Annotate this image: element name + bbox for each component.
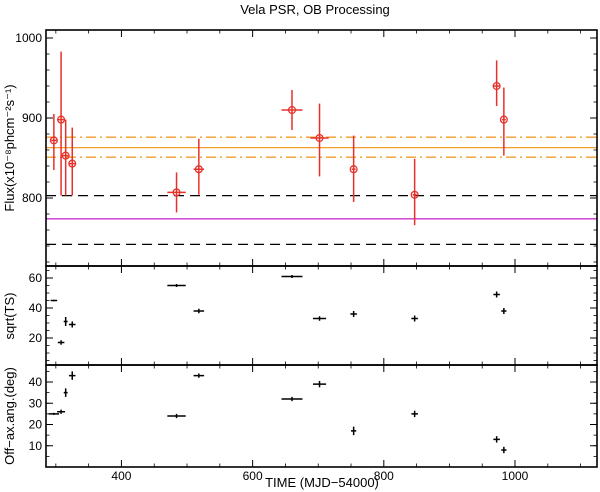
sqrt-ts-data-point: [57, 340, 65, 345]
sqrt-ts-y-tick-label: 40: [29, 301, 43, 315]
sqrt-ts-data-point: [68, 321, 76, 328]
sqrt-ts-panel: 20 40 60: [29, 265, 598, 366]
flux-data-point: [281, 90, 303, 130]
flux-data-point: [68, 127, 77, 196]
off-axis-angle-data-point: [57, 409, 66, 414]
flux-marker: [410, 190, 419, 199]
flux-data-point: [310, 103, 329, 177]
off-axis-angle-data-point: [281, 396, 303, 402]
flux-marker: [49, 136, 58, 145]
flux-data-point: [349, 135, 358, 202]
off-axis-angle-data-point: [493, 436, 500, 443]
off-axis-angle-data-point: [167, 413, 186, 419]
flux-data-point: [492, 60, 501, 106]
sqrt-ts-y-tick-label: 20: [29, 331, 43, 345]
sqrt-ts-data-point: [312, 316, 327, 321]
sqrt-ts-data-point: [501, 308, 507, 314]
flux-marker: [492, 81, 501, 91]
off-axis-angle-frame: [45, 364, 598, 468]
flux-data-point: [499, 87, 508, 156]
off-axis-angle-y-tick-label: 10: [29, 439, 43, 453]
x-tick-label: 400: [111, 469, 131, 483]
off-axis-angle-data-point: [193, 373, 205, 378]
flux-y-tick-label: 900: [22, 111, 42, 125]
sqrt-ts-data-point: [281, 275, 303, 278]
sqrt-ts-y-tick-label: 60: [29, 271, 43, 285]
off-axis-angle-data-point: [48, 412, 60, 415]
flux-panel: 800 900 1000: [15, 29, 598, 267]
x-tick-label: 600: [243, 469, 263, 483]
sqrt-ts-data-point: [193, 308, 205, 314]
flux-data-point: [193, 138, 205, 195]
off-axis-angle-data-point: [351, 426, 357, 436]
off-axis-angle-data-point: [501, 446, 507, 454]
chart-title: Vela PSR, OB Processing: [240, 2, 390, 17]
flux-y-tick-label: 1000: [15, 31, 42, 45]
flux-data-point: [57, 51, 66, 196]
off-axis-angle-y-tick-label: 30: [29, 396, 43, 410]
flux-marker: [172, 188, 181, 197]
x-tick-label: 1000: [502, 469, 529, 483]
flux-marker: [57, 115, 66, 124]
sqrt-ts-axis-label: sqrt(TS): [2, 293, 17, 340]
x-axis-label: TIME (MJD−54000): [265, 475, 379, 490]
sqrt-ts-data-point: [350, 311, 357, 317]
flux-axis-label: Flux(x10⁻⁸phcm⁻²s⁻¹): [2, 84, 17, 211]
flux-marker: [194, 165, 203, 174]
flux-marker: [499, 115, 508, 124]
flux-marker: [287, 105, 297, 115]
sqrt-ts-data-point: [493, 291, 500, 298]
off-axis-angle-data-point: [68, 371, 76, 380]
sqrt-ts-data-point: [411, 315, 418, 322]
off-axis-angle-panel: 10 20 30 40: [29, 364, 598, 468]
off-axis-angle-axis-label: Off−ax.ang.(deg): [2, 367, 17, 465]
flux-data-point: [410, 158, 419, 226]
flux-marker: [61, 151, 70, 160]
sqrt-ts-data-point: [63, 317, 68, 326]
off-axis-angle-data-point: [63, 388, 68, 397]
flux-marker: [68, 159, 77, 168]
sqrt-ts-frame: [45, 265, 598, 366]
off-axis-angle-data-point: [411, 410, 418, 418]
flux-marker: [315, 133, 324, 143]
flux-marker: [349, 165, 358, 174]
off-axis-angle-y-tick-label: 20: [29, 418, 43, 432]
off-axis-angle-y-tick-label: 40: [29, 375, 43, 389]
flux-data-point: [167, 172, 186, 213]
off-axis-angle-data-point: [312, 380, 327, 388]
sqrt-ts-data-point: [167, 284, 186, 287]
sqrt-ts-data-point: [50, 299, 58, 302]
x-tick-label: 800: [374, 469, 394, 483]
flux-data-point: [49, 114, 58, 170]
flux-y-tick-label: 800: [22, 191, 42, 205]
flux-data-point: [61, 119, 70, 196]
